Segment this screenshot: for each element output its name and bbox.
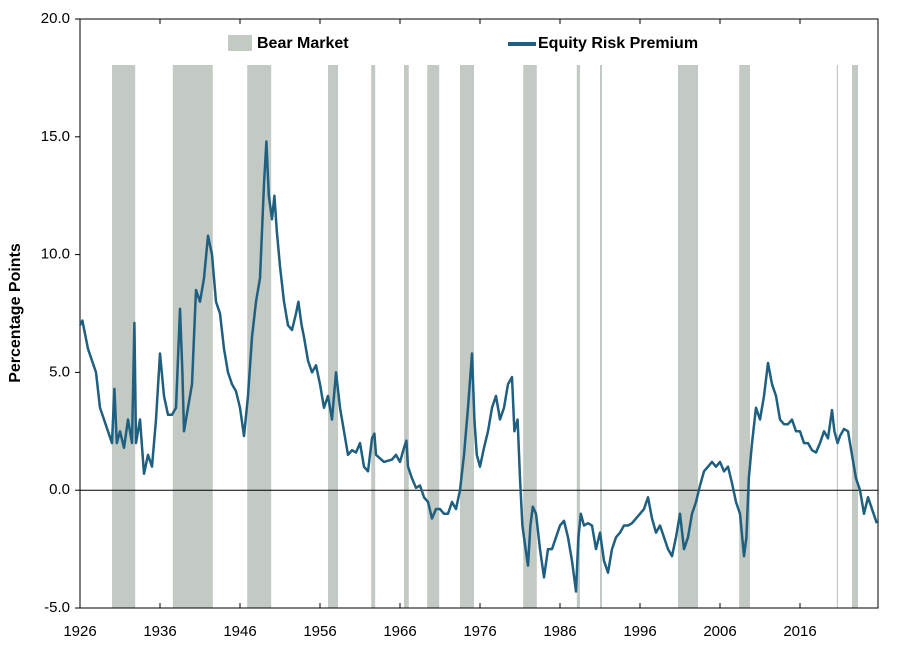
bear-market-band [852,65,858,608]
legend-bear-label: Bear Market [257,35,349,52]
plot-frame [79,18,879,609]
risk-premium-line [78,140,878,593]
bear-market-band [112,65,136,608]
bear-market-band [523,65,537,608]
x-tick-label: 2006 [703,623,736,640]
y-tick-label: 5.0 [49,363,70,380]
bear-market-band [576,65,580,608]
legend-bear-swatch [228,35,252,51]
y-tick-label: 15.0 [41,128,70,145]
x-tick-label: 1956 [303,623,336,640]
x-tick-label: 1966 [383,623,416,640]
x-tick-label: 2016 [783,623,816,640]
y-axis-label: Percentage Points [7,243,24,383]
x-tick-label: 1946 [223,623,256,640]
x-tick-label: 1996 [623,623,656,640]
bear-market-band [678,65,698,608]
bear-market-band [600,65,602,608]
x-tick-label: 1926 [63,623,96,640]
x-tick-label: 1936 [143,623,176,640]
bear-market-band [328,65,338,608]
y-tick-label: 10.0 [41,246,70,263]
y-tick-label: -5.0 [44,599,70,616]
y-tick-label: 0.0 [49,481,70,498]
bear-market-band [739,65,750,608]
bear-market-band [404,65,409,608]
x-tick-label: 1986 [543,623,576,640]
bear-market-band [836,65,838,608]
y-tick-label: 20.0 [41,10,70,27]
bear-market-band [371,65,376,608]
legend-line-label: Equity Risk Premium [538,35,698,52]
bear-market-band [427,65,440,608]
bear-market-band [460,65,474,608]
x-tick-label: 1976 [463,623,496,640]
